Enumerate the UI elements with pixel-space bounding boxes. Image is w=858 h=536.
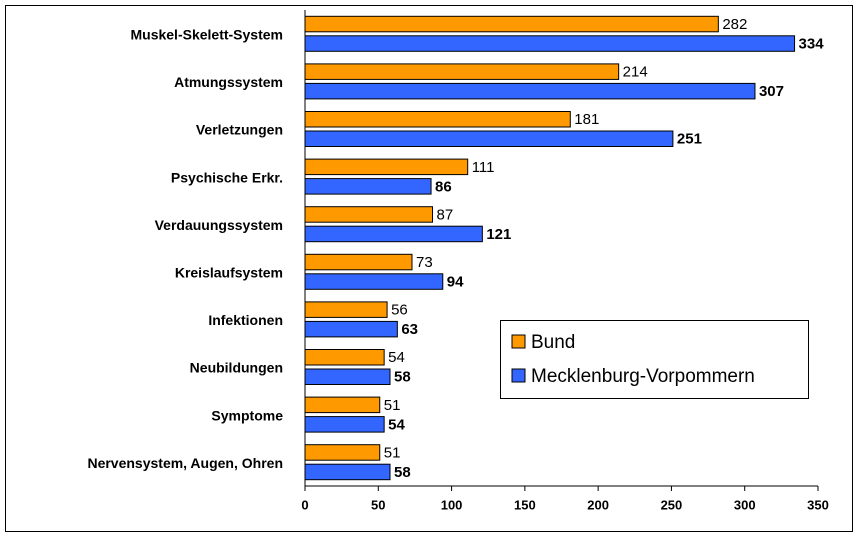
y-tick-label: Symptome	[211, 407, 283, 423]
bar	[304, 82, 756, 100]
bar	[304, 15, 719, 33]
x-tick-label: 350	[807, 497, 829, 512]
y-tick-label: Neubildungen	[190, 360, 283, 376]
bar	[304, 63, 620, 80]
data-label: 282	[722, 16, 747, 33]
data-label: 334	[799, 36, 825, 53]
bar	[304, 273, 444, 290]
bar	[304, 368, 391, 385]
data-label: 58	[394, 369, 411, 386]
x-tick-label: 250	[661, 497, 683, 512]
legend-label: Bund	[531, 332, 575, 353]
bar	[304, 206, 434, 223]
x-tick-label: 150	[514, 497, 536, 512]
data-label: 73	[416, 254, 433, 271]
data-label: 56	[391, 302, 408, 319]
bar	[304, 320, 398, 338]
data-label: 181	[574, 111, 599, 128]
data-label: 58	[394, 464, 411, 481]
legend-label: Mecklenburg-Vorpommern	[531, 366, 755, 387]
x-tick-label: 300	[734, 497, 756, 512]
bar	[304, 130, 674, 147]
data-label: 251	[677, 131, 702, 148]
legend: Bund Mecklenburg-Vorpommern	[500, 320, 809, 399]
bar	[304, 158, 469, 176]
x-tick-label: 100	[441, 497, 463, 512]
bar	[304, 35, 796, 52]
y-tick-label: Infektionen	[208, 312, 283, 328]
bar	[304, 444, 381, 461]
data-label: 307	[759, 83, 784, 100]
y-tick-label: Atmungssystem	[174, 74, 283, 90]
bar	[304, 253, 413, 271]
data-label: 51	[384, 397, 401, 414]
data-label: 87	[437, 206, 454, 223]
data-label: 51	[384, 444, 401, 461]
x-tick-label: 50	[371, 497, 385, 512]
data-label: 54	[388, 416, 405, 433]
bar	[304, 463, 391, 481]
y-tick-label: Muskel-Skelett-System	[130, 27, 283, 43]
data-label: 121	[486, 226, 511, 243]
x-tick-label: 200	[587, 497, 609, 512]
y-tick-label: Kreislaufsystem	[175, 265, 283, 281]
bar	[304, 225, 483, 243]
x-tick-label: 0	[301, 497, 308, 512]
legend-swatch	[511, 334, 526, 349]
bar	[304, 111, 571, 128]
data-label: 54	[388, 349, 405, 366]
y-tick-label: Psychische Erkr.	[171, 169, 283, 185]
data-label: 94	[447, 274, 464, 291]
data-label: 111	[472, 159, 495, 176]
bar	[304, 349, 385, 366]
data-label: 63	[401, 321, 418, 338]
y-tick-label: Verdauungssystem	[155, 217, 283, 233]
bar	[304, 178, 432, 195]
data-label: 86	[435, 178, 452, 195]
bar	[304, 396, 381, 414]
bar	[304, 301, 388, 318]
bar	[304, 416, 385, 433]
legend-box	[500, 320, 809, 399]
y-tick-label: Verletzungen	[196, 122, 283, 138]
y-tick-label: Nervensystem, Augen, Ohren	[87, 455, 283, 471]
data-label: 214	[623, 64, 648, 81]
legend-swatch	[511, 368, 526, 383]
